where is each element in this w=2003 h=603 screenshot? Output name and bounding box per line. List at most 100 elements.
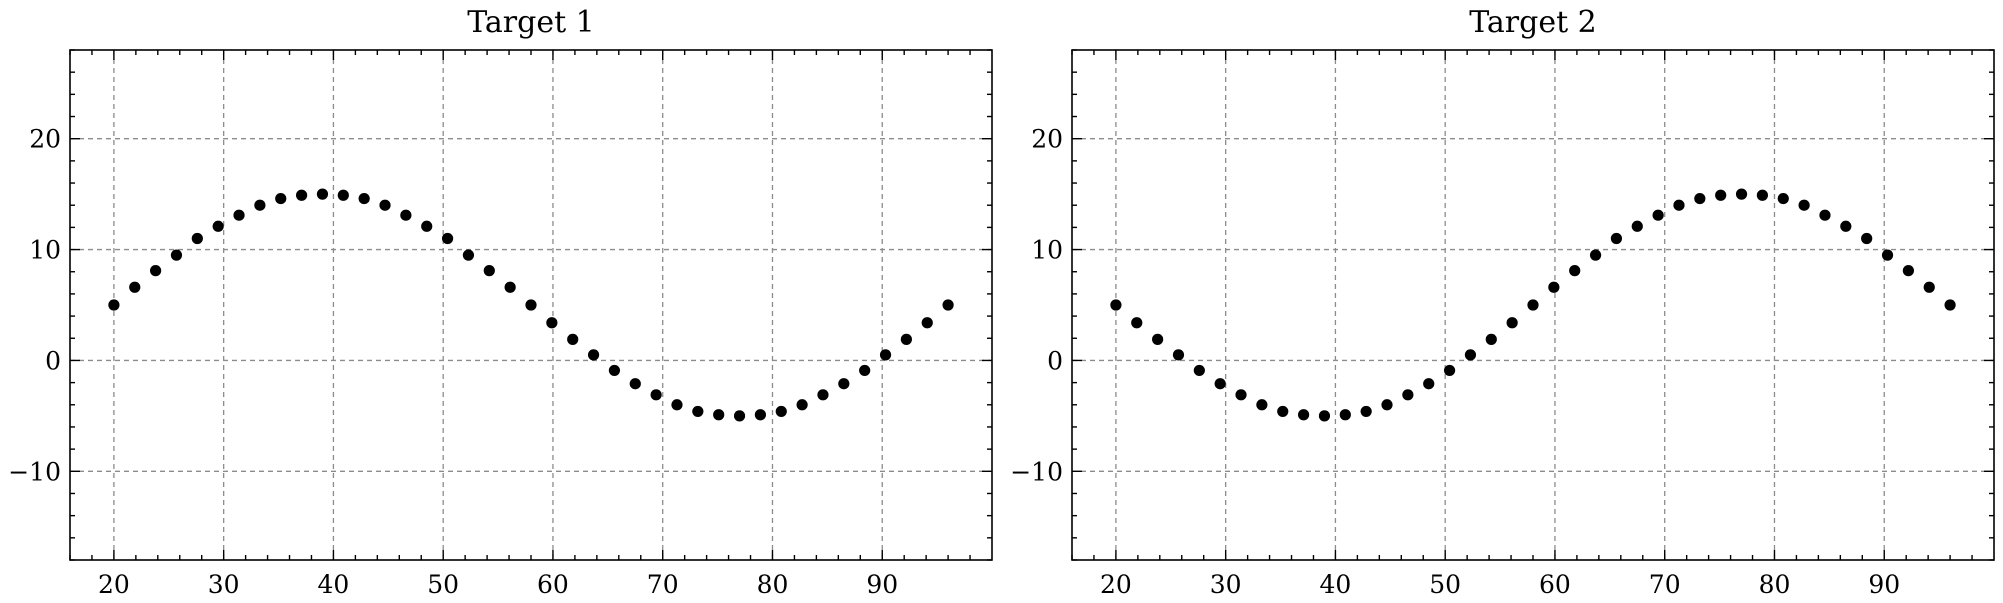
tick-marks [1071,49,1994,561]
data-point [421,220,433,232]
x-tick-label: 90 [866,570,898,599]
data-point [358,192,370,205]
data-points [108,188,954,422]
y-tick-label: 10 [1031,236,1063,265]
data-point [129,281,141,293]
data-point [483,265,495,277]
data-point [1131,317,1143,329]
data-point [400,209,412,221]
data-point [1214,378,1226,390]
chart-title: Target 2 [1469,5,1597,40]
data-point [233,209,245,221]
data-point [275,192,287,205]
data-point [316,188,329,200]
x-tick-label: 80 [1759,570,1791,599]
data-point [629,378,641,390]
x-tick-label: 80 [757,570,789,599]
x-tick-label: 90 [1868,570,1900,599]
y-tick-label: 0 [45,346,61,375]
x-tick-label: 70 [1649,570,1681,599]
data-point [1235,389,1247,401]
data-point [1861,232,1873,245]
data-point [921,317,933,329]
data-point [859,364,871,377]
data-point [1881,249,1894,261]
data-point [1798,199,1810,211]
data-point [170,249,183,261]
data-point [1777,192,1789,205]
y-tick-label: −10 [8,457,61,486]
chart-title: Target 1 [467,5,595,40]
data-point [1277,405,1289,418]
chart-panel-target-2: 20 30 40 50 60 70 80 90 −10 0 10 20 Target 2 [1010,5,1995,599]
grid-lines [70,50,992,560]
data-point [295,189,308,201]
data-point [1548,281,1560,293]
data-point [1840,220,1852,232]
tick-labels: 20 30 40 50 60 70 80 90 −10 0 10 20 [1010,125,1900,599]
data-point [1256,399,1268,411]
x-tick-label: 60 [1539,570,1571,599]
data-point [713,409,725,421]
y-tick-label: −10 [1010,457,1063,486]
data-point [879,349,892,361]
data-point [1735,188,1748,200]
y-tick-label: 20 [1031,125,1063,154]
data-point [1381,399,1393,411]
x-tick-label: 70 [647,570,679,599]
data-point [817,389,829,401]
data-point [1193,364,1205,377]
tick-marks [69,49,992,561]
data-point [1527,299,1539,311]
data-point [1631,220,1643,232]
y-tick-label: 0 [1047,346,1063,375]
data-point [1673,199,1685,211]
data-point [1110,299,1122,311]
data-point [462,249,475,261]
data-point [608,364,621,377]
y-tick-label: 10 [29,236,61,265]
data-point [254,199,266,211]
data-point [108,299,120,311]
data-point [1152,333,1164,345]
data-point [942,299,954,311]
data-point [1819,209,1831,221]
data-point [587,349,600,361]
data-point [1652,209,1664,221]
data-point [1485,333,1497,345]
x-tick-label: 40 [318,570,350,599]
data-point [1902,265,1914,277]
data-point [1694,192,1706,205]
data-point [337,189,349,201]
data-point [733,410,746,422]
data-point [567,333,579,345]
data-point [1443,364,1456,377]
x-tick-label: 40 [1320,570,1352,599]
data-point [1589,249,1602,261]
x-tick-label: 50 [427,570,459,599]
data-point [1423,378,1435,390]
data-point [1402,389,1414,401]
data-point [1506,317,1518,329]
data-point [838,378,850,390]
data-point [1569,265,1581,277]
data-point [150,265,162,277]
plot-frame [69,49,993,561]
x-tick-label: 20 [98,570,130,599]
x-tick-label: 30 [1210,570,1242,599]
data-point [1464,349,1477,361]
data-point [441,232,454,245]
data-point [775,405,787,418]
data-point [1318,410,1331,422]
data-point [650,389,662,401]
data-point [692,405,704,418]
data-point [504,281,516,293]
data-point [379,199,391,211]
data-point [900,333,912,345]
x-tick-label: 30 [208,570,240,599]
grid-lines [1072,50,1994,560]
data-point [1715,189,1727,201]
data-point [1297,409,1310,421]
chart-panel-target-1: 20 30 40 50 60 70 80 90 −10 0 10 20 Target 1 [8,5,993,599]
